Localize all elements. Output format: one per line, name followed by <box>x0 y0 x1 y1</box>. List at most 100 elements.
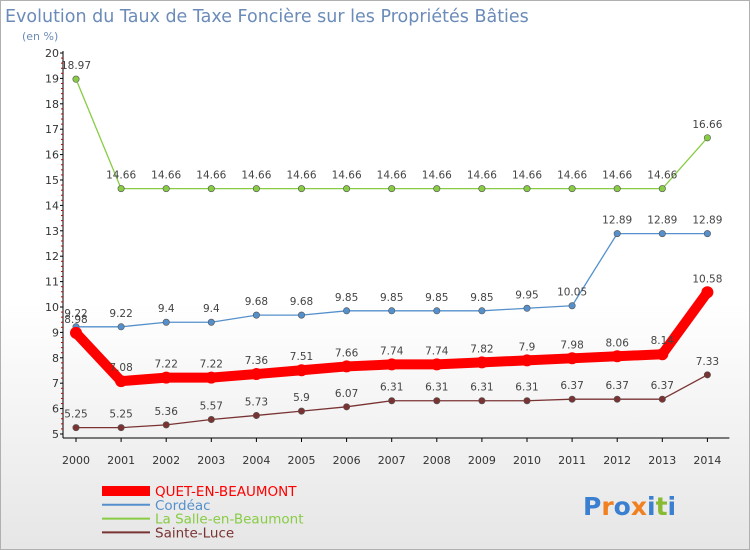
y-tick-label: 10 <box>45 301 59 314</box>
x-tick-label: 2009 <box>468 454 496 467</box>
data-point <box>568 302 576 310</box>
data-label: 7.74 <box>380 345 404 357</box>
data-label: 7.9 <box>519 341 536 353</box>
data-point <box>252 185 260 193</box>
data-point <box>658 230 666 238</box>
series-layer <box>70 75 714 432</box>
y-tick-label: 17 <box>45 123 59 136</box>
y-tick-label: 20 <box>45 47 59 60</box>
axes: 5 6 7 8 9 10 11 12 13 14 15 16 17 18 19 20 2000 2001 2002 2… <box>45 47 730 467</box>
proxiti-logo-text: Proxiti <box>583 492 676 521</box>
data-label: 5.36 <box>155 406 179 418</box>
data-label: 14.66 <box>377 170 407 182</box>
data-point <box>613 185 621 193</box>
data-point <box>117 185 125 193</box>
y-tick-label: 11 <box>45 276 59 289</box>
data-point <box>117 323 125 331</box>
data-label: 14.66 <box>332 170 362 182</box>
data-point <box>523 397 531 405</box>
data-label: 5.57 <box>200 401 223 413</box>
x-tick-label: 2002 <box>152 454 180 467</box>
data-label: 9.85 <box>335 292 358 304</box>
legend-label: QUET-EN-BEAUMONT <box>155 484 297 500</box>
data-label: 14.66 <box>106 170 136 182</box>
data-label: 8.06 <box>606 337 630 349</box>
y-tick-label: 13 <box>45 225 59 238</box>
data-label: 6.37 <box>560 380 583 392</box>
data-label: 9.22 <box>109 308 132 320</box>
data-point <box>207 318 215 326</box>
data-point <box>478 307 486 315</box>
data-point <box>340 360 353 373</box>
data-point <box>297 185 305 193</box>
data-label: 14.66 <box>467 170 497 182</box>
data-point <box>433 185 441 193</box>
data-point <box>205 371 218 384</box>
data-label: 8.14 <box>651 335 675 347</box>
data-label: 9.85 <box>425 292 448 304</box>
data-point <box>207 185 215 193</box>
data-point <box>478 185 486 193</box>
data-label: 5.25 <box>64 409 87 421</box>
legend-label: Sainte-Luce <box>155 525 234 541</box>
x-tick-label: 2003 <box>197 454 225 467</box>
data-label: 7.33 <box>696 356 719 368</box>
data-point <box>523 304 531 312</box>
data-point <box>658 185 666 193</box>
data-point <box>70 326 82 339</box>
data-point <box>297 407 305 415</box>
data-point <box>388 397 396 405</box>
data-label: 9.95 <box>515 289 538 301</box>
data-label: 12.89 <box>692 215 722 227</box>
data-label: 7.36 <box>245 355 269 367</box>
data-label: 6.37 <box>651 380 674 392</box>
x-tick-label: 2013 <box>648 454 676 467</box>
data-label: 9.68 <box>290 296 313 308</box>
x-tick-label: 2004 <box>242 454 270 467</box>
data-point <box>613 230 621 238</box>
data-label: 7.22 <box>200 359 223 371</box>
legend-label: La Salle-en-Beaumont <box>155 512 304 528</box>
data-label: 14.66 <box>647 170 677 182</box>
x-tick-label: 2007 <box>378 454 406 467</box>
data-point <box>385 358 398 371</box>
y-tick-label: 9 <box>52 326 59 339</box>
data-point <box>611 350 624 363</box>
data-label: 14.66 <box>151 170 181 182</box>
data-label: 5.73 <box>245 396 268 408</box>
y-tick-label: 14 <box>45 199 59 212</box>
y-tick-label: 8 <box>52 352 59 365</box>
chart-unit: (en %) <box>22 30 58 43</box>
data-point <box>703 134 711 142</box>
data-point <box>72 424 80 432</box>
y-tick-label: 19 <box>45 72 59 85</box>
data-label: 5.25 <box>109 409 132 421</box>
x-tick-label: 2012 <box>603 454 631 467</box>
y-tick-label: 6 <box>52 403 59 416</box>
data-point <box>568 185 576 193</box>
x-tick-label: 2005 <box>288 454 316 467</box>
data-label: 6.31 <box>425 382 448 394</box>
data-label: 6.31 <box>380 382 403 394</box>
data-label: 14.66 <box>241 170 271 182</box>
data-point <box>475 356 488 369</box>
data-point <box>388 307 396 315</box>
data-point <box>297 311 305 319</box>
x-tick-label: 2014 <box>693 454 721 467</box>
legend-label: Cordéac <box>155 498 211 514</box>
data-label: 7.66 <box>335 347 359 359</box>
data-point <box>72 75 80 83</box>
data-label: 7.51 <box>290 351 313 363</box>
proxiti-logo: Proxiti <box>583 492 676 521</box>
data-point <box>523 185 531 193</box>
data-label: 6.31 <box>470 382 493 394</box>
data-point <box>117 424 125 432</box>
data-point <box>613 395 621 403</box>
data-point <box>160 371 173 384</box>
data-point <box>658 395 666 403</box>
data-label: 12.89 <box>602 215 632 227</box>
data-point <box>162 185 170 193</box>
